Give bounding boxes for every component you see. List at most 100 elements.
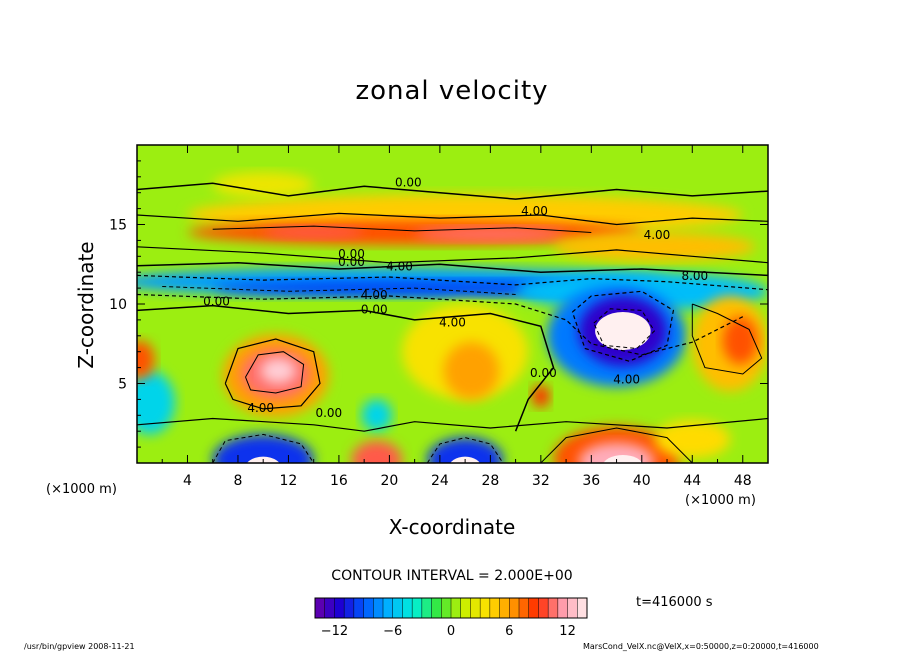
contour-mid-0b — [137, 304, 555, 432]
colorbar-cell — [412, 598, 423, 618]
time-label: t=416000 s — [636, 595, 713, 610]
colorbar-cell — [470, 598, 481, 618]
y-tick-label: 5 — [118, 377, 127, 393]
contour-label: 4.00 — [439, 315, 466, 329]
colorbar-cell — [334, 598, 345, 618]
contour-jet-lower — [137, 293, 744, 356]
left-red — [137, 340, 155, 379]
colorbar-cell — [373, 598, 384, 618]
contour-bottom-m4 — [212, 433, 315, 463]
x-tick-label: 36 — [582, 473, 600, 489]
contour-label: 0.00 — [530, 366, 557, 380]
contour-label: 4.00 — [644, 228, 671, 242]
x-tick-label: 12 — [280, 473, 298, 489]
bottom-pink-38 — [603, 455, 643, 463]
colorbar-cell — [402, 598, 413, 618]
colorbar-cell — [577, 598, 588, 618]
contour-label: 0.00 — [338, 255, 365, 269]
red-high-core — [260, 358, 297, 384]
colorbar-cell — [548, 598, 559, 618]
y-tick-label: 15 — [109, 218, 127, 234]
x-tick-label: 32 — [532, 473, 550, 489]
contour-upper-8 — [212, 225, 592, 233]
x-tick-label: 40 — [633, 473, 651, 489]
contour-label: 4.00 — [386, 260, 413, 274]
x-tick-label: 24 — [431, 473, 449, 489]
contour-label: 4.00 — [361, 288, 388, 302]
contour-bottom-m4b — [426, 437, 504, 463]
contour-interval-label: CONTOUR INTERVAL = 2.000E+00 — [331, 568, 573, 584]
colorbar-cell — [489, 598, 501, 618]
contour-lower-0 — [137, 417, 768, 432]
colorbar-tick-label: −12 — [321, 624, 348, 639]
contour-label: 4.00 — [613, 373, 640, 387]
chart-title: zonal velocity — [355, 76, 549, 106]
contour-label: 4.00 — [521, 204, 548, 218]
top-yellow-patch — [212, 172, 314, 198]
contour-jet-m8 — [162, 286, 516, 295]
x-tick-label: 8 — [233, 473, 242, 489]
colorbar-cell — [421, 598, 433, 618]
contour-low-m12 — [593, 308, 656, 350]
contour-mid-4 — [137, 246, 768, 264]
colorbar-cell — [363, 598, 374, 618]
contour-label: 8.00 — [681, 269, 708, 283]
contour-upper-4 — [137, 212, 768, 226]
colorbar-cell — [528, 598, 539, 618]
left-blue — [137, 370, 175, 435]
contour-lines — [137, 182, 768, 463]
contour-label: 0.00 — [338, 247, 365, 261]
x-tick-label: 44 — [683, 473, 701, 489]
colorbar-tick-label: −6 — [383, 624, 402, 639]
x-axis: 4 8 12 16 20 24 28 32 36 40 44 48 — [161, 145, 752, 489]
colorbar-cell — [538, 598, 549, 618]
colorbar-cell — [509, 598, 520, 618]
colorbar-cell — [499, 598, 510, 618]
x-axis-label: X-coordinate — [388, 515, 516, 539]
colorbar-cell — [353, 598, 365, 618]
colorbar-tick-label: 0 — [447, 624, 455, 639]
colorbar-tick-label: 6 — [505, 624, 513, 639]
x-tick-label: 20 — [380, 473, 398, 489]
colorbar-cell — [441, 598, 452, 618]
footer-data-source: MarsCond_VelX.nc@VelX,x=0:50000,z=0:2000… — [583, 642, 819, 651]
small-blue-mid — [361, 399, 392, 432]
y-tick-label: 10 — [109, 297, 127, 313]
bottom-blue-26 — [427, 437, 503, 463]
footer-program-date: /usr/bin/gpview 2008-11-21 — [24, 642, 135, 651]
x-tick-label: 28 — [481, 473, 499, 489]
contour-mid-0 — [137, 261, 768, 277]
colorbar-cell — [460, 598, 471, 618]
contour-label: 0.00 — [203, 295, 230, 309]
white-core — [595, 311, 651, 351]
contour-jet-m4 — [137, 274, 768, 291]
contour-label: 4.00 — [247, 401, 274, 415]
colorbar-cell — [557, 598, 569, 618]
x-tick-label: 16 — [330, 473, 348, 489]
contour-label: 0.00 — [395, 175, 422, 189]
colorbar-cell — [392, 598, 403, 618]
x-tick-label: 48 — [734, 473, 752, 489]
colorbar-cell — [315, 598, 326, 618]
contour-upper-0 — [137, 182, 768, 200]
colorbar-cell — [324, 598, 335, 618]
y-axis: 5 10 15 — [109, 160, 768, 448]
contour-label: 0.00 — [361, 303, 388, 317]
colorbar-cell — [567, 598, 578, 618]
contour-label: 0.00 — [315, 406, 342, 420]
upper-yellow-right — [553, 232, 756, 262]
contour-high-4 — [224, 338, 321, 410]
contour-bottom-4 — [540, 427, 693, 463]
colorbar-cell — [451, 598, 462, 618]
colorbar-tick-label: 12 — [559, 624, 576, 639]
colorbar-cell — [431, 598, 442, 618]
colorbar-cell — [480, 598, 491, 618]
upper-red-streak — [414, 226, 567, 242]
right-orange — [722, 316, 758, 365]
mid-orange — [443, 342, 500, 400]
colorbar-cell — [344, 598, 355, 618]
contour-high-8 — [245, 351, 305, 394]
x-axis-unit: (×1000 m) — [685, 493, 756, 508]
colorbar-cell — [519, 598, 530, 618]
